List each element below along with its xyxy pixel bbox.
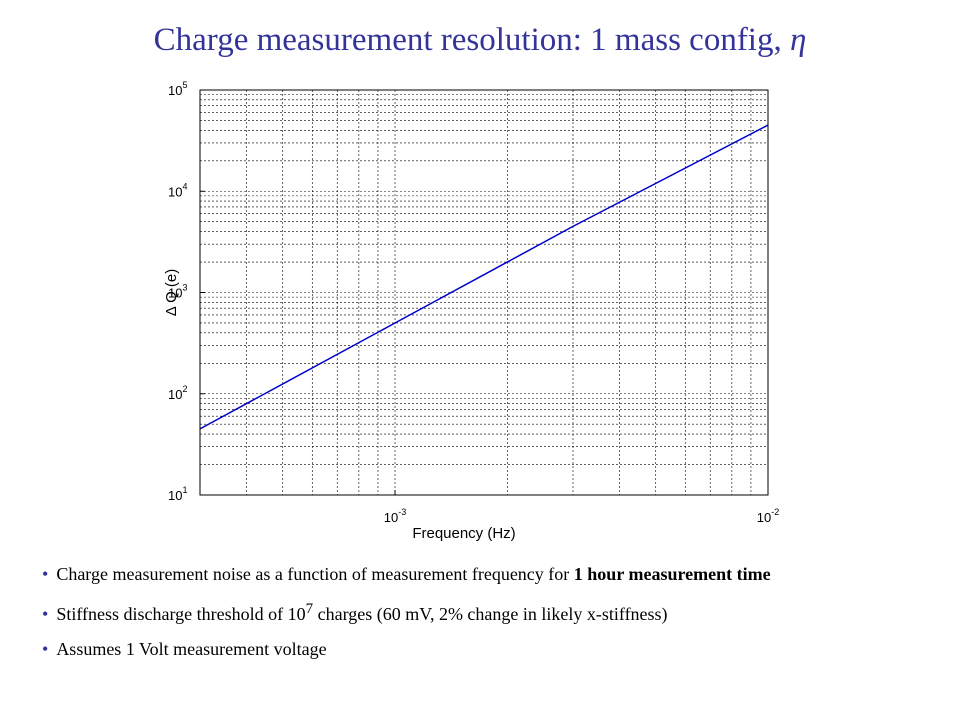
bullet-dot: • bbox=[42, 604, 49, 624]
bullet-superscript: 7 bbox=[305, 601, 314, 617]
bullet-bold-text: 1 hour measurement time bbox=[573, 564, 771, 584]
bullet-item-voltage: • Assumes 1 Volt measurement voltage bbox=[42, 637, 922, 661]
bullet-text: Assumes 1 Volt measurement voltage bbox=[56, 639, 327, 659]
bullet-item-noise: • Charge measurement noise as a function … bbox=[42, 562, 922, 586]
y-axis-label: Δ Q (e) bbox=[163, 269, 180, 317]
bullet-text: Stiffness discharge threshold of 10 bbox=[56, 604, 306, 624]
series-line bbox=[199, 124, 769, 430]
y-tick-label: 104 bbox=[168, 181, 187, 199]
bullet-list: • Charge measurement noise as a function … bbox=[42, 562, 922, 672]
tick-layer: 10-3 10-2 101 102 103 104 105 bbox=[168, 80, 779, 525]
page-title: Charge measurement resolution: 1 mass co… bbox=[0, 22, 960, 59]
title-text: Charge measurement resolution: 1 mass co… bbox=[153, 22, 782, 58]
y-tick-label: 105 bbox=[168, 80, 187, 98]
grid-layer bbox=[200, 90, 768, 495]
y-tick-label: 101 bbox=[168, 485, 187, 503]
frequency-noise-chart: 10-3 10-2 101 102 103 104 105 Frequency (Hz) Δ… bbox=[163, 80, 779, 542]
x-axis-label: Frequency (Hz) bbox=[412, 525, 515, 542]
y-tick-label: 103 bbox=[168, 283, 187, 301]
bullet-dot: • bbox=[42, 639, 49, 659]
x-tick-label: 10-3 bbox=[384, 507, 406, 525]
y-tick-label: 102 bbox=[168, 384, 187, 402]
bullet-item-threshold: • Stiffness discharge threshold of 107 ch… bbox=[42, 597, 922, 626]
series-layer bbox=[199, 124, 769, 430]
eta-symbol: η bbox=[789, 22, 807, 58]
x-tick-label: 10-2 bbox=[757, 507, 779, 525]
bullet-dot: • bbox=[42, 564, 49, 584]
bullet-text: Charge measurement noise as a function o… bbox=[56, 564, 574, 584]
bullet-text-continued: charges (60 mV, 2% change in likely x-st… bbox=[313, 604, 668, 624]
